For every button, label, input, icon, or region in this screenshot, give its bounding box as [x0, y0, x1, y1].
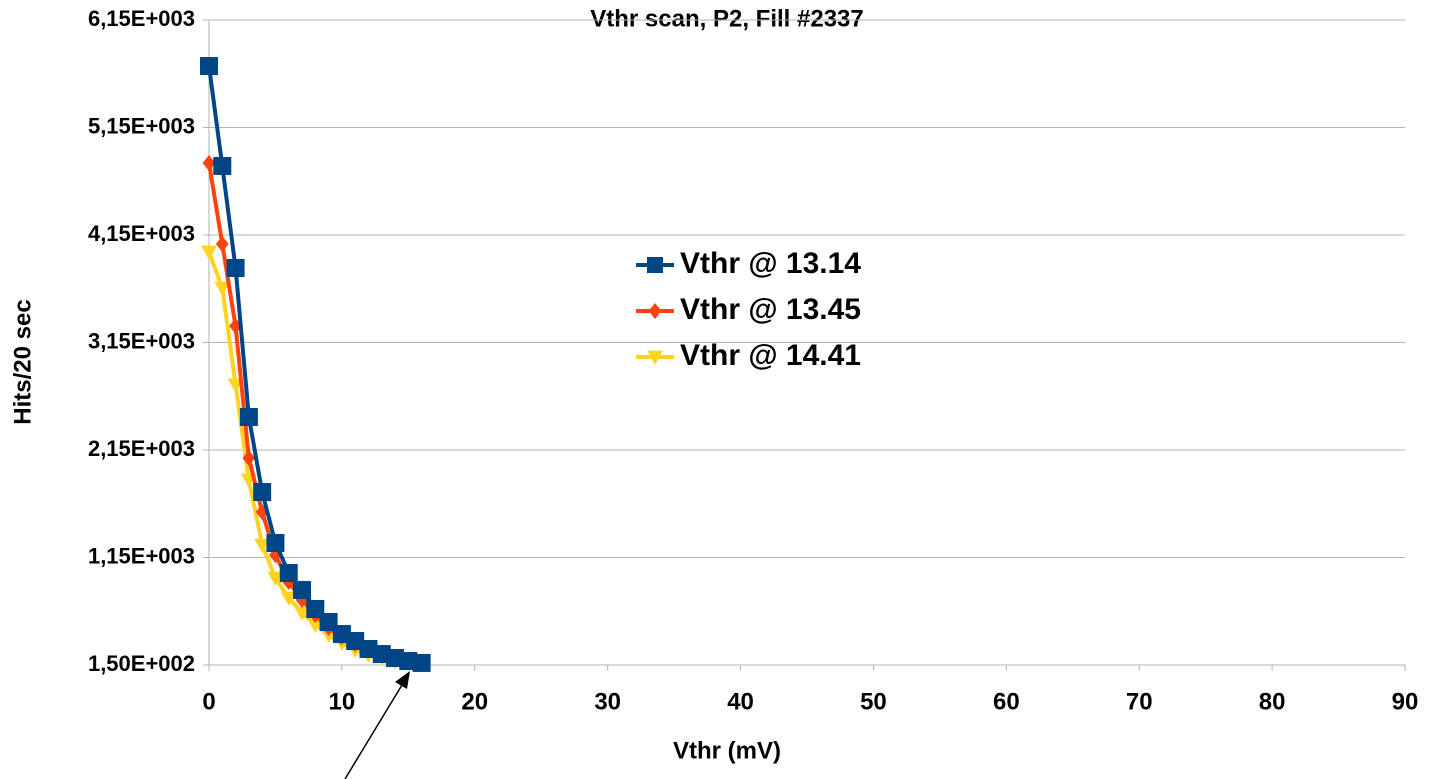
y-tick-label: 1,15E+003 — [88, 543, 195, 568]
x-tick-label: 40 — [727, 688, 754, 715]
point — [201, 245, 217, 260]
legend-label: Vthr @ 13.14 — [680, 247, 861, 280]
point — [254, 538, 271, 554]
point — [293, 580, 312, 599]
point — [200, 57, 218, 76]
y-tick-label: 1,50E+002 — [88, 651, 195, 676]
x-axis-label: Vthr (mV) — [673, 737, 781, 764]
point — [294, 606, 311, 621]
chart-title: Vthr scan, P2, Fill #2337 — [590, 5, 863, 32]
point — [214, 281, 231, 296]
point — [242, 449, 256, 466]
point — [213, 156, 232, 175]
point — [280, 591, 297, 607]
point — [239, 407, 258, 426]
point — [307, 618, 324, 634]
x-tick-label: 0 — [202, 688, 215, 715]
legend-marker — [647, 257, 663, 273]
annotation-arrow — [344, 679, 406, 779]
x-tick-label: 70 — [1126, 688, 1153, 715]
point — [229, 318, 242, 335]
y-tick-label: 6,15E+003 — [88, 6, 195, 31]
x-tick-label: 60 — [993, 688, 1020, 715]
x-tick-label: 90 — [1392, 688, 1419, 715]
point — [215, 236, 229, 253]
x-tick-label: 10 — [329, 688, 356, 715]
legend-marker — [648, 303, 662, 319]
point — [279, 563, 298, 582]
point — [266, 533, 285, 552]
x-tick-label: 20 — [461, 688, 488, 715]
y-tick-label: 2,15E+003 — [88, 436, 195, 461]
point — [295, 591, 309, 608]
y-axis-label: Hits/20 sec — [9, 299, 36, 424]
legend-label: Vthr @ 14.41 — [680, 339, 861, 372]
point — [412, 653, 431, 672]
point — [282, 574, 296, 591]
x-tick-label: 30 — [594, 688, 621, 715]
point — [226, 259, 245, 278]
point — [202, 154, 216, 171]
point — [253, 483, 272, 502]
y-tick-label: 5,15E+003 — [88, 113, 195, 138]
legend-label: Vthr @ 13.45 — [680, 293, 861, 326]
y-tick-label: 3,15E+003 — [88, 328, 195, 353]
point — [267, 571, 284, 587]
arrow-head — [395, 671, 410, 689]
x-tick-label: 80 — [1259, 688, 1286, 715]
legend-marker — [647, 350, 663, 365]
x-tick-label: 50 — [860, 688, 887, 715]
y-tick-label: 4,15E+003 — [88, 221, 195, 246]
